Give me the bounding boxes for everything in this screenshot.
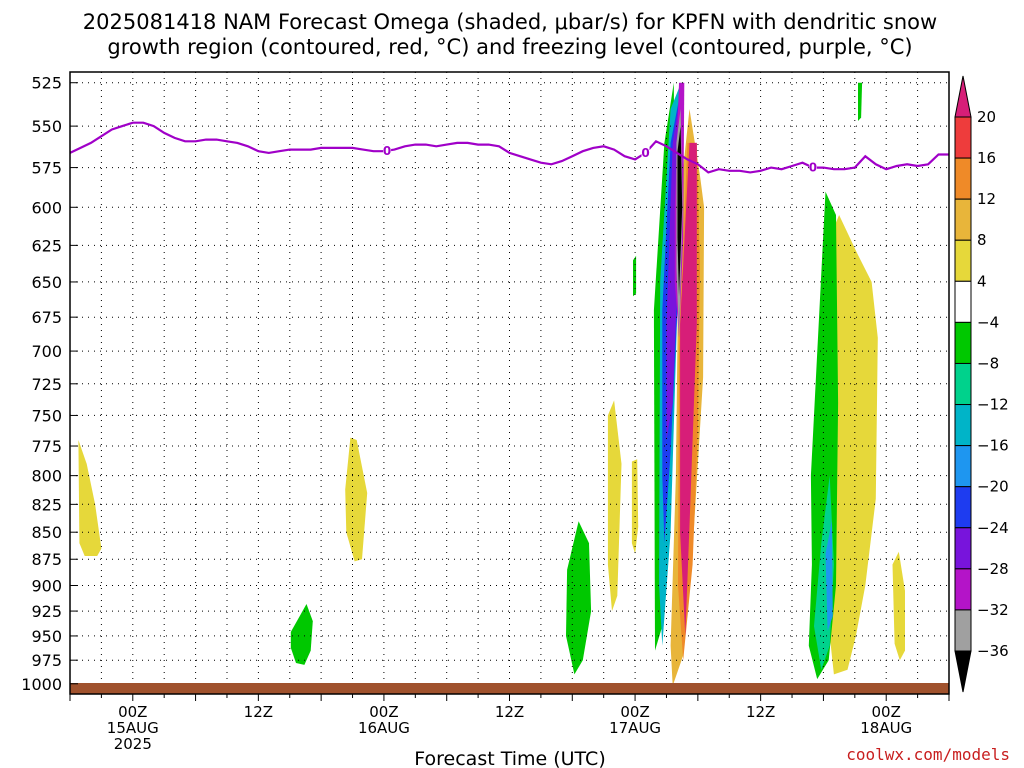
x-tick-label: 15AUG: [107, 719, 159, 737]
chart-title-line2: growth region (contoured, red, °C) and f…: [107, 35, 912, 59]
colorbar-label: −28: [977, 560, 1009, 578]
x-tick-label: 00Z: [369, 703, 398, 721]
colorbar-label: −20: [977, 478, 1009, 496]
colorbar-label: 16: [977, 149, 996, 167]
colorbar-swatch-13: [954, 609, 972, 652]
colorbar-swatch-8: [954, 404, 972, 447]
colorbar-label: −4: [977, 313, 999, 331]
x-tick-label: 17AUG: [609, 719, 661, 737]
omega-region-11: [858, 82, 863, 121]
x-tick-label: 00Z: [872, 703, 901, 721]
y-tick-label-600: 600: [31, 198, 62, 217]
x-tick-label: 16AUG: [358, 719, 410, 737]
x-tick-label: 12Z: [746, 703, 775, 721]
colorbar-top-arrow: [954, 75, 972, 118]
colorbar-swatch-7: [954, 362, 972, 406]
y-tick-label-1000: 1000: [21, 675, 62, 694]
x-tick-label: 00Z: [118, 703, 147, 721]
colorbar-label: 12: [977, 190, 996, 208]
colorbar-label: −12: [977, 396, 1009, 414]
x-tick-label: 12Z: [244, 703, 273, 721]
y-tick-label-975: 975: [31, 651, 62, 670]
freezing-label-bg-2: [808, 160, 817, 174]
x-tick-label: 12Z: [495, 703, 524, 721]
omega-region-5: [826, 215, 878, 675]
terrain-ground: [70, 683, 949, 694]
y-tick-label-925: 925: [31, 602, 62, 621]
x-axis-label: Forecast Time (UTC): [414, 748, 605, 768]
y-tick-label-525: 525: [31, 74, 62, 93]
x-tick-label: 18AUG: [860, 719, 912, 737]
y-tick-label-850: 850: [31, 523, 62, 542]
colorbar-swatch-6: [954, 321, 972, 364]
freezing-level-layer: 0 0 0: [69, 121, 949, 175]
omega-region-0: [78, 440, 102, 556]
colorbar-swatch-11: [954, 527, 972, 570]
plot-area: 0 0 0: [69, 71, 950, 695]
colorbar-swatch-2: [954, 157, 972, 200]
chart-title-line1: 2025081418 NAM Forecast Omega (shaded, μ…: [83, 10, 937, 34]
colorbar-swatch-3: [954, 198, 972, 241]
colorbar-swatch-1: [954, 116, 972, 159]
omega-region-19: [680, 142, 697, 636]
colorbar-label: 4: [977, 272, 987, 290]
y-tick-label-950: 950: [31, 627, 62, 646]
x-tick-label: 2025: [114, 735, 152, 753]
omega-region-6: [290, 604, 313, 665]
omega-region-1: [345, 437, 368, 562]
freezing-label-bg-0: [383, 144, 392, 158]
freezing-level-line: [69, 121, 949, 174]
colorbar-swatch-12: [954, 568, 972, 611]
colorbar-label: −8: [977, 354, 999, 372]
colorbar-bottom-arrow: [954, 650, 972, 693]
x-tick-label: 00Z: [620, 703, 649, 721]
y-tick-label-900: 900: [31, 577, 62, 596]
watermark-text: coolwx.com/models: [846, 745, 1010, 764]
freezing-level-label: 0: [641, 146, 649, 160]
omega-region-4: [892, 551, 905, 661]
y-tick-label-725: 725: [31, 375, 62, 394]
omega-region-3: [631, 459, 639, 554]
y-tick-label-575: 575: [31, 159, 62, 178]
colorbar-label: −24: [977, 519, 1009, 537]
y-tick-label-800: 800: [31, 467, 62, 486]
y-tick-label-825: 825: [31, 495, 62, 514]
y-tick-label-750: 750: [31, 406, 62, 425]
colorbar-label: −36: [977, 642, 1009, 660]
colorbar-label: −16: [977, 437, 1009, 455]
y-tick-label-625: 625: [31, 236, 62, 255]
colorbar: 20 16 12 8 4 −4 −8 −12 −16 −20 −24 −28 −32 −36: [954, 75, 1009, 693]
y-tick-label-775: 775: [31, 437, 62, 456]
omega-region-13: [825, 521, 833, 631]
plot-background: [70, 72, 949, 694]
freezing-level-label: 0: [383, 144, 391, 158]
colorbar-label: 8: [977, 231, 987, 249]
omega-shading-layer: [78, 82, 905, 686]
y-tick-label-550: 550: [31, 117, 62, 136]
colorbar-label: 20: [977, 108, 996, 126]
y-axis-pressure: 525 550 575 600 625 650 675 700 725 750 775 800 825 8…: [21, 74, 78, 694]
colorbar-swatch-9: [954, 445, 972, 488]
freezing-label-bg-1: [641, 145, 650, 159]
omega-region-22: [677, 126, 683, 297]
colorbar-label: −32: [977, 601, 1009, 619]
grid-layer: [69, 72, 950, 694]
freezing-level-label: 0: [809, 161, 817, 175]
colorbar-swatch-5: [954, 280, 972, 323]
colorbar-swatch-4: [954, 239, 972, 282]
omega-region-2: [607, 400, 622, 612]
y-tick-label-675: 675: [31, 308, 62, 327]
y-tick-label-700: 700: [31, 342, 62, 361]
omega-region-8: [633, 255, 637, 297]
y-tick-label-875: 875: [31, 550, 62, 569]
y-tick-label-650: 650: [31, 273, 62, 292]
colorbar-swatch-10: [954, 486, 972, 529]
